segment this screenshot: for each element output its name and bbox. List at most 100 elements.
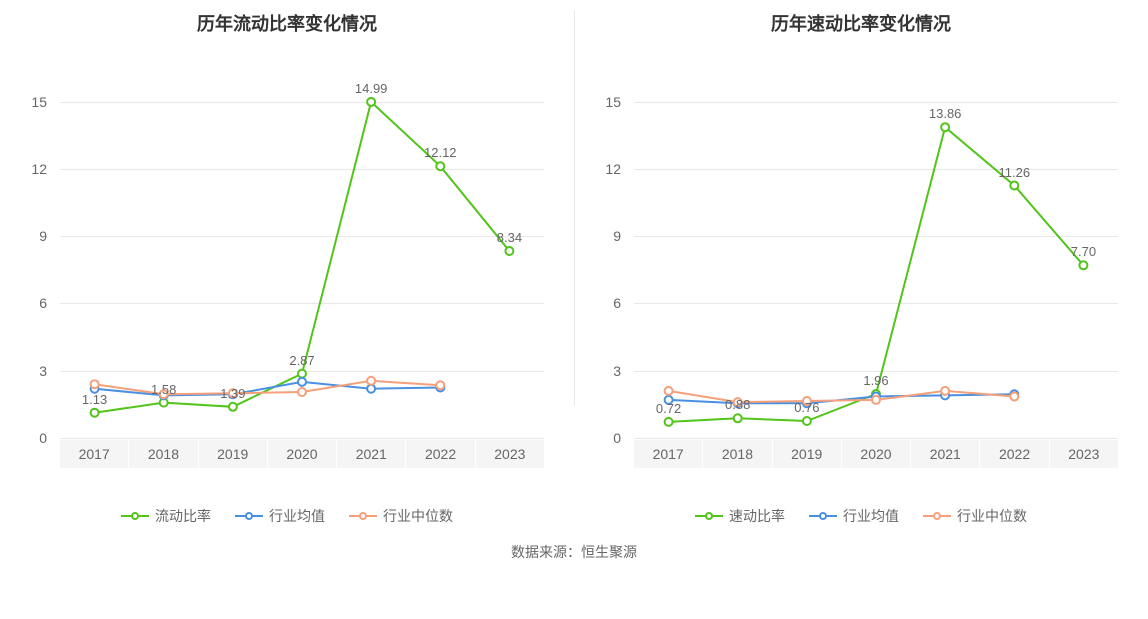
left-y-axis: 03691215 bbox=[0, 68, 55, 438]
legend-swatch-icon bbox=[349, 509, 377, 523]
series-marker-median bbox=[872, 396, 880, 404]
legend-swatch-icon bbox=[923, 509, 951, 523]
y-gridline bbox=[60, 438, 544, 439]
x-tick-label: 2020 bbox=[268, 440, 337, 468]
legend-item-median[interactable]: 行业中位数 bbox=[349, 506, 453, 526]
legend-label: 行业中位数 bbox=[957, 506, 1027, 526]
value-label: 0.76 bbox=[794, 400, 819, 415]
x-tick-label: 2023 bbox=[1050, 440, 1118, 468]
x-tick-label: 2021 bbox=[911, 440, 980, 468]
series-marker-primary bbox=[367, 98, 375, 106]
series-marker-avg bbox=[298, 378, 306, 386]
y-gridline bbox=[634, 438, 1118, 439]
value-label: 11.26 bbox=[998, 165, 1030, 180]
data-source-text: 数据来源：恒生聚源 bbox=[0, 526, 1148, 586]
y-tick-label: 12 bbox=[31, 161, 47, 177]
series-marker-median bbox=[1010, 393, 1018, 401]
legend-label: 行业中位数 bbox=[383, 506, 453, 526]
x-tick-label: 2018 bbox=[129, 440, 198, 468]
series-marker-primary bbox=[298, 370, 306, 378]
value-label: 0.72 bbox=[656, 401, 681, 416]
x-tick-label: 2019 bbox=[773, 440, 842, 468]
value-label: 1.96 bbox=[863, 373, 888, 388]
right-panel: 历年速动比率变化情况 0 3 6 9 12 15 0.72 0.88 0.76 1.96 13.8… bbox=[574, 0, 1148, 526]
series-marker-median bbox=[298, 388, 306, 396]
right-y-axis: 03691215 bbox=[574, 68, 629, 438]
legend-item-primary[interactable]: 流动比率 bbox=[121, 506, 211, 526]
value-label: 8.34 bbox=[497, 230, 522, 245]
left-x-axis: 2017201820192020202120222023 bbox=[60, 440, 544, 468]
value-label: 12.12 bbox=[424, 145, 457, 160]
series-marker-primary bbox=[941, 123, 949, 131]
value-label: 14.99 bbox=[355, 81, 388, 96]
left-panel: 历年流动比率变化情况 0 3 6 9 12 15 1.13 1.58 1.39 2.87 14.9… bbox=[0, 0, 574, 526]
legend-swatch-icon bbox=[695, 509, 723, 523]
value-label: 1.13 bbox=[82, 392, 107, 407]
series-line-median bbox=[669, 391, 1015, 402]
left-plot: 1.13 1.58 1.39 2.87 14.99 12.12 8.34 bbox=[60, 68, 544, 438]
legend-swatch-icon bbox=[121, 509, 149, 523]
y-tick-label: 0 bbox=[613, 430, 621, 446]
series-marker-primary bbox=[91, 409, 99, 417]
right-plot: 0.72 0.88 0.76 1.96 13.86 11.26 7.70 bbox=[634, 68, 1118, 438]
right-chart-title: 历年速动比率变化情况 bbox=[574, 10, 1148, 36]
value-label: 13.86 bbox=[929, 106, 962, 121]
series-marker-primary bbox=[665, 418, 673, 426]
legend-label: 行业均值 bbox=[843, 506, 899, 526]
value-label: 7.70 bbox=[1071, 244, 1096, 259]
legend-item-avg[interactable]: 行业均值 bbox=[809, 506, 899, 526]
x-tick-label: 2022 bbox=[980, 440, 1049, 468]
x-tick-label: 2017 bbox=[60, 440, 129, 468]
value-label: 2.87 bbox=[289, 353, 314, 368]
y-tick-label: 6 bbox=[613, 295, 621, 311]
series-marker-primary bbox=[229, 403, 237, 411]
x-tick-label: 2023 bbox=[476, 440, 544, 468]
legend-label: 速动比率 bbox=[729, 506, 785, 526]
x-tick-label: 2018 bbox=[703, 440, 772, 468]
legend-label: 行业均值 bbox=[269, 506, 325, 526]
left-legend: 流动比率 行业均值 行业中位数 bbox=[0, 506, 574, 526]
y-tick-label: 3 bbox=[613, 363, 621, 379]
left-lines-svg bbox=[60, 68, 544, 438]
y-tick-label: 12 bbox=[605, 161, 621, 177]
right-chart-area: 03691215 0.720.880.761.9613.8611.267.70 … bbox=[574, 48, 1148, 498]
y-tick-label: 15 bbox=[605, 94, 621, 110]
series-marker-primary bbox=[436, 162, 444, 170]
series-marker-primary bbox=[803, 417, 811, 425]
value-label: 0.88 bbox=[725, 397, 750, 412]
y-tick-label: 15 bbox=[31, 94, 47, 110]
series-marker-primary bbox=[734, 414, 742, 422]
left-chart-area: 03691215 1.131.581.392.8714.9912.128.34 … bbox=[0, 48, 574, 498]
series-marker-primary bbox=[505, 247, 513, 255]
legend-swatch-icon bbox=[235, 509, 263, 523]
value-label: 1.39 bbox=[220, 386, 245, 401]
series-marker-median bbox=[941, 387, 949, 395]
series-marker-median bbox=[91, 380, 99, 388]
x-tick-label: 2020 bbox=[842, 440, 911, 468]
y-tick-label: 0 bbox=[39, 430, 47, 446]
legend-label: 流动比率 bbox=[155, 506, 211, 526]
series-marker-median bbox=[665, 387, 673, 395]
legend-item-primary[interactable]: 速动比率 bbox=[695, 506, 785, 526]
y-tick-label: 9 bbox=[613, 228, 621, 244]
x-tick-label: 2021 bbox=[337, 440, 406, 468]
series-marker-median bbox=[367, 377, 375, 385]
series-marker-avg bbox=[367, 385, 375, 393]
y-tick-label: 6 bbox=[39, 295, 47, 311]
x-tick-label: 2019 bbox=[199, 440, 268, 468]
series-marker-median bbox=[436, 381, 444, 389]
series-marker-primary bbox=[1010, 182, 1018, 190]
left-chart-title: 历年流动比率变化情况 bbox=[0, 10, 574, 36]
y-tick-label: 9 bbox=[39, 228, 47, 244]
legend-swatch-icon bbox=[809, 509, 837, 523]
value-label: 1.58 bbox=[151, 382, 176, 397]
series-marker-primary bbox=[1079, 261, 1087, 269]
charts-container: 历年流动比率变化情况 0 3 6 9 12 15 1.13 1.58 1.39 2.87 14.9… bbox=[0, 0, 1148, 526]
y-tick-label: 3 bbox=[39, 363, 47, 379]
right-legend: 速动比率 行业均值 行业中位数 bbox=[574, 506, 1148, 526]
legend-item-median[interactable]: 行业中位数 bbox=[923, 506, 1027, 526]
x-tick-label: 2017 bbox=[634, 440, 703, 468]
legend-item-avg[interactable]: 行业均值 bbox=[235, 506, 325, 526]
x-tick-label: 2022 bbox=[406, 440, 475, 468]
right-x-axis: 2017201820192020202120222023 bbox=[634, 440, 1118, 468]
